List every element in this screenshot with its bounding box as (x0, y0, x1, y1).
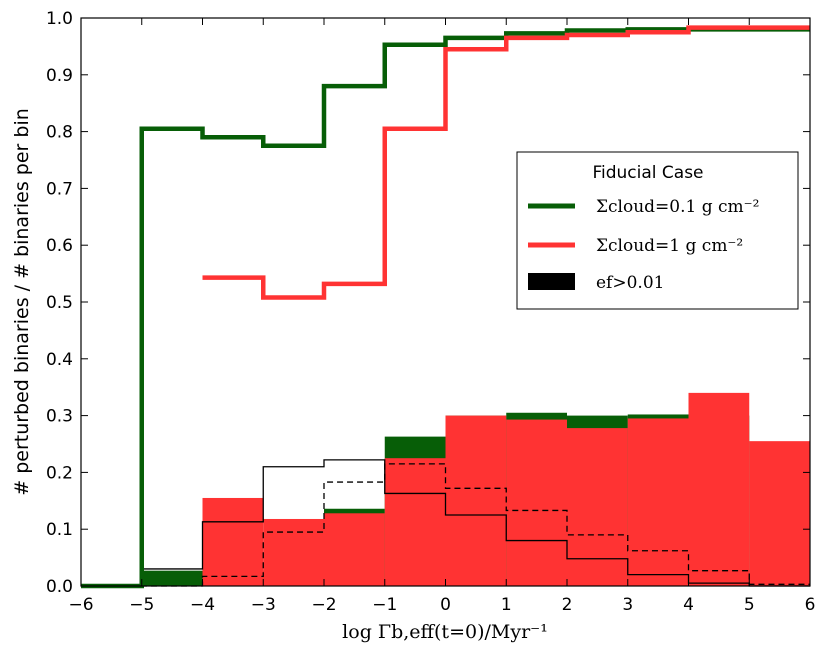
black-step-line-1 (81, 463, 810, 587)
fill-bar-1-6 (445, 415, 507, 586)
x-tick-label: 0 (440, 595, 451, 615)
x-tick-label: 4 (683, 595, 694, 615)
y-axis: 0.0 0.1 0.2 0.3 0.4 0.5 0.6 0.7 0.8 0.9 1.0 (46, 9, 810, 597)
fill-bar-1-2 (202, 497, 264, 586)
x-tick-label: −1 (372, 595, 397, 615)
fill-bar-1-11 (749, 441, 810, 586)
x-axis-title: log Γb,eff(t=0)/Myr⁻¹ (342, 621, 548, 643)
x-tick-label: 2 (562, 595, 573, 615)
x-tick-label: −4 (190, 595, 215, 615)
legend-patch-black (528, 273, 575, 290)
legend-label-red: Σcloud=1 g cm⁻² (596, 236, 743, 256)
x-tick-label: 6 (805, 595, 816, 615)
y-tick-label: 0.2 (46, 463, 73, 483)
x-tick-label: −3 (251, 595, 276, 615)
y-tick-label: 0.9 (46, 66, 73, 86)
x-tick-label: 5 (744, 595, 755, 615)
fill-bar-1-9 (627, 418, 689, 586)
x-tick-label: 1 (501, 595, 512, 615)
y-tick-label: 0.3 (46, 407, 73, 427)
fill-bar-0-1 (141, 570, 203, 586)
y-axis-label: # perturbed binaries / # binaries per bi… (11, 108, 33, 496)
fill-bar-1-10 (688, 392, 750, 586)
fill-bar-1-8 (567, 428, 628, 586)
y-tick-label: 1.0 (46, 9, 73, 29)
step-line-0 (81, 27, 810, 589)
filled-histograms (141, 392, 810, 586)
fill-bar-1-7 (506, 419, 567, 586)
y-tick-label: 0.0 (46, 577, 73, 597)
fill-bar-1-3 (263, 518, 324, 586)
step-line-1 (202, 25, 810, 300)
legend-title: Fiducial Case (592, 163, 703, 183)
black-step-line-0 (81, 459, 810, 587)
x-axis-label: log Γb,eff(t=0)/Myr⁻¹ (342, 621, 548, 643)
x-tick-label: 3 (622, 595, 633, 615)
step-lines (81, 25, 810, 589)
y-tick-label: 0.1 (46, 520, 73, 540)
y-tick-label: 0.8 (46, 123, 73, 143)
legend: Fiducial Case Σcloud=0.1 g cm⁻² Σcloud=1… (516, 151, 799, 310)
y-axis-title: # perturbed binaries / # binaries per bi… (11, 108, 33, 496)
y-tick-label: 0.6 (46, 236, 73, 256)
fill-bar-1-4 (324, 513, 385, 586)
legend-label-green: Σcloud=0.1 g cm⁻² (596, 197, 759, 217)
y-tick-label: 0.4 (46, 350, 73, 370)
x-tick-label: −6 (68, 595, 93, 615)
x-axis: −6 −5 −4 −3 −2 −1 0 1 2 3 4 5 6 (68, 18, 815, 615)
x-tick-label: −5 (129, 595, 154, 615)
x-tick-label: −2 (311, 595, 336, 615)
legend-label-black: ef>0.01 (596, 273, 664, 293)
y-tick-label: 0.5 (46, 293, 73, 313)
y-tick-label: 0.7 (46, 179, 73, 199)
fill-bar-1-5 (384, 458, 446, 586)
